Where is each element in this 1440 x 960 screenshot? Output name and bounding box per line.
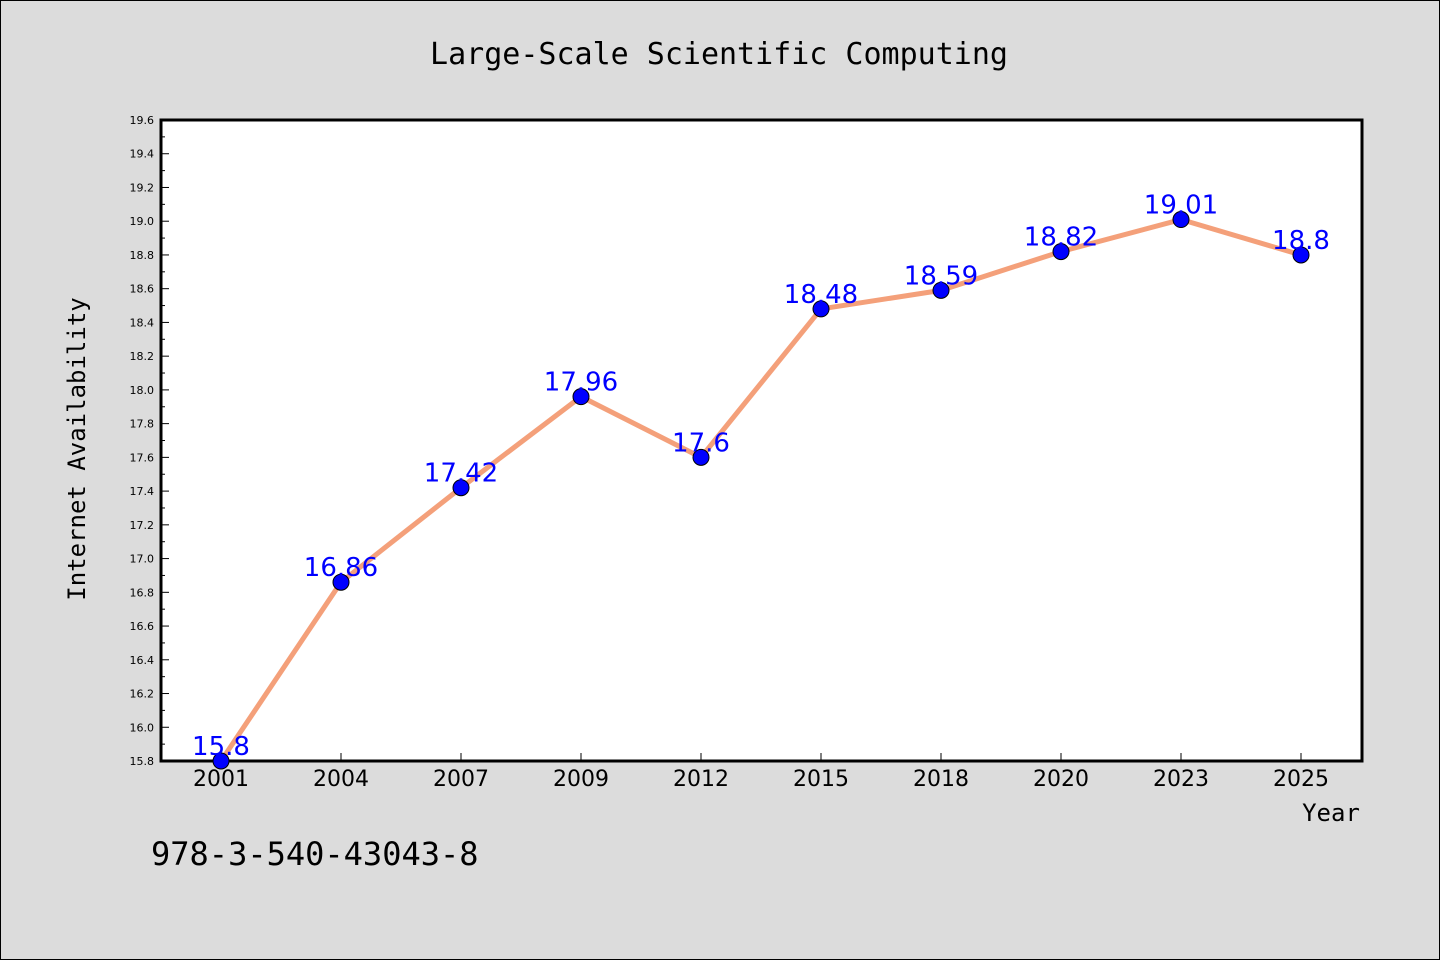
y-tick-label: 15.8 (130, 755, 155, 768)
y-tick-label: 18.2 (130, 350, 155, 363)
data-point (452, 479, 470, 497)
data-label: 16.86 (304, 553, 378, 583)
data-label: 17.6 (672, 428, 730, 458)
y-axis: 15.8 16.0 16.2 16.4 16.6 16.8 17.0 17.2 17.4 17.6… (130, 114, 169, 768)
data-label: 18.82 (1024, 223, 1098, 253)
data-labels: 15.8 16.86 17.42 17.96 17.6 18.48 18.59 18.82 19… (192, 191, 1330, 762)
y-tick-label: 19.2 (130, 181, 155, 194)
y-tick-label: 18.4 (130, 316, 155, 329)
y-tick-label: 16.8 (130, 586, 155, 599)
y-tick-label: 19.0 (130, 215, 155, 228)
data-series (212, 211, 1310, 770)
x-tick-label: 2018 (913, 767, 969, 792)
data-label: 15.8 (192, 732, 250, 762)
data-point (212, 752, 230, 770)
data-label: 17.42 (424, 459, 498, 489)
data-label: 18.59 (904, 261, 978, 291)
data-point (572, 388, 590, 406)
y-tick-label: 18.0 (130, 384, 155, 397)
data-point (1172, 211, 1190, 229)
data-label: 18.48 (784, 280, 858, 310)
y-tick-label: 17.0 (130, 553, 155, 566)
y-tick-label: 19.4 (130, 148, 155, 161)
y-tick-label: 16.2 (130, 688, 155, 701)
x-tick-label: 2009 (553, 767, 609, 792)
x-axis-label: Year (1302, 799, 1360, 827)
y-tick-label: 16.6 (130, 620, 155, 633)
y-tick-label: 18.6 (130, 283, 155, 296)
footnote-isbn: 978-3-540-43043-8 (151, 835, 479, 873)
y-tick-label: 16.4 (130, 654, 155, 667)
y-tick-label: 17.2 (130, 519, 155, 532)
data-point (332, 573, 350, 591)
data-point (932, 281, 950, 299)
x-tick-label: 2001 (193, 767, 249, 792)
data-label: 19.01 (1144, 191, 1218, 221)
x-axis: 2001 2004 2007 2009 2012 2015 2018 2020 2023 2025 (193, 753, 1329, 792)
series-line (218, 217, 1302, 763)
x-tick-label: 2007 (433, 767, 489, 792)
chart-title: Large-Scale Scientific Computing (430, 37, 1008, 72)
y-tick-label: 16.0 (130, 721, 155, 734)
y-tick-label: 17.8 (130, 418, 155, 431)
y-axis-label: Internet Availability (63, 297, 91, 600)
y-tick-label: 17.4 (130, 485, 155, 498)
x-tick-label: 2020 (1033, 767, 1089, 792)
x-tick-label: 2015 (793, 767, 849, 792)
y-tick-label: 18.8 (130, 249, 155, 262)
y-tick-label: 19.6 (130, 114, 155, 127)
data-label: 18.8 (1272, 226, 1330, 256)
x-tick-label: 2004 (313, 767, 369, 792)
data-point (692, 448, 710, 466)
data-point (1052, 243, 1070, 261)
data-label: 17.96 (544, 368, 618, 398)
data-point (812, 300, 830, 318)
data-point (1292, 246, 1310, 264)
y-tick-label: 17.6 (130, 451, 155, 464)
x-tick-label: 2023 (1153, 767, 1209, 792)
x-tick-label: 2012 (673, 767, 729, 792)
x-tick-label: 2025 (1273, 767, 1329, 792)
